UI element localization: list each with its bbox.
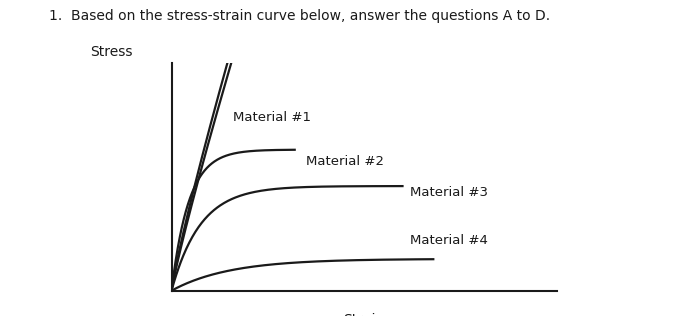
Text: Material #4: Material #4 [410, 234, 488, 247]
Text: 1.  Based on the stress-strain curve below, answer the questions A to D.: 1. Based on the stress-strain curve belo… [49, 9, 550, 23]
Text: Material #3: Material #3 [410, 186, 488, 199]
Text: Stress: Stress [90, 45, 133, 59]
Text: Material #1: Material #1 [233, 111, 311, 124]
Text: Material #2: Material #2 [307, 155, 384, 167]
Text: Strain: Strain [344, 313, 384, 316]
